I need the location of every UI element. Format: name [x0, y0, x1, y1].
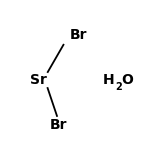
Text: Br: Br	[50, 118, 67, 132]
Text: Sr: Sr	[30, 73, 47, 87]
Text: O: O	[121, 73, 133, 87]
Text: Br: Br	[70, 28, 87, 42]
Text: 2: 2	[115, 82, 122, 92]
Text: H: H	[103, 73, 115, 87]
